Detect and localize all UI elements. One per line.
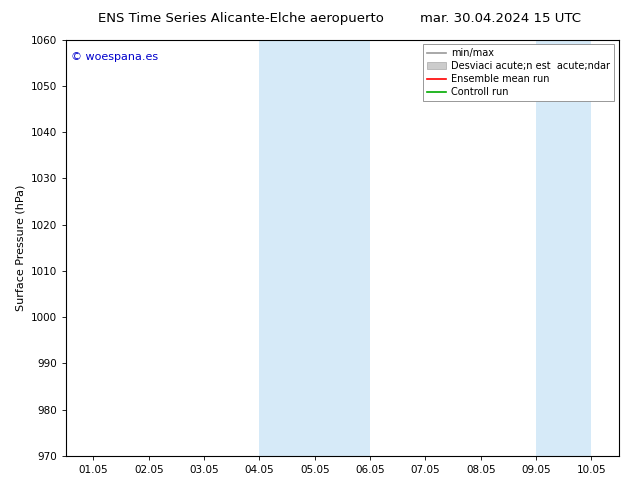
Text: mar. 30.04.2024 15 UTC: mar. 30.04.2024 15 UTC — [420, 12, 581, 25]
Y-axis label: Surface Pressure (hPa): Surface Pressure (hPa) — [15, 185, 25, 311]
Legend: min/max, Desviaci acute;n est  acute;ndar, Ensemble mean run, Controll run: min/max, Desviaci acute;n est acute;ndar… — [423, 45, 614, 101]
Bar — [259, 40, 370, 456]
Text: © woespana.es: © woespana.es — [72, 52, 158, 62]
Text: ENS Time Series Alicante-Elche aeropuerto: ENS Time Series Alicante-Elche aeropuert… — [98, 12, 384, 25]
Bar — [536, 40, 592, 456]
